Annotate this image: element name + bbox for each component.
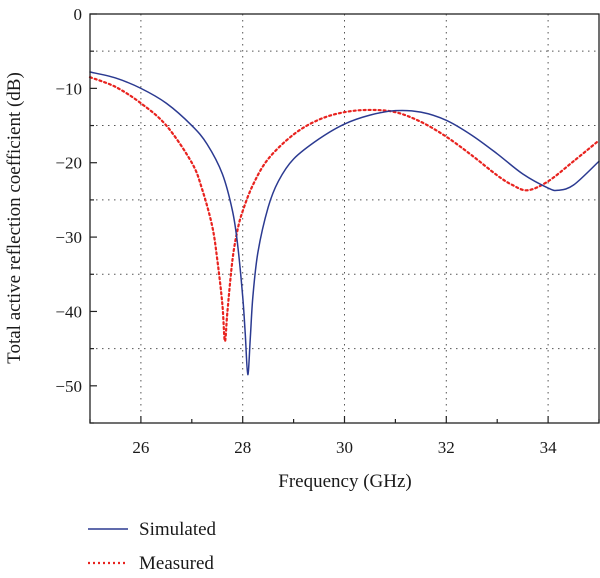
x-axis-label: Frequency (GHz) (278, 471, 411, 492)
series-layer (88, 71, 600, 376)
y-tick-label: −10 (55, 79, 82, 98)
grid-lines (90, 14, 599, 423)
legend-label-measured: Measured (139, 553, 214, 574)
x-tick-label: 32 (438, 438, 455, 457)
axis-ticks (89, 13, 600, 424)
legend-label-simulated: Simulated (139, 519, 217, 540)
y-axis-label: Total active reflection coefficient (dB) (4, 72, 25, 364)
y-tick-label: −50 (55, 377, 82, 396)
legend: Simulated Measured (88, 519, 217, 574)
y-tick-label: −30 (55, 228, 82, 247)
x-tick-label: 30 (336, 438, 353, 457)
x-tick-label: 26 (132, 438, 149, 457)
x-tick-label: 28 (234, 438, 251, 457)
tick-labels: 26 28 30 32 34 0 −10 −20 −30 −40 −50 (55, 5, 557, 457)
y-tick-label: −40 (55, 302, 82, 321)
x-tick-label: 34 (540, 438, 558, 457)
y-tick-label: −20 (55, 154, 82, 173)
y-tick-label: 0 (74, 5, 83, 24)
series-line-measured (88, 76, 600, 343)
series-line-simulated (89, 71, 600, 376)
